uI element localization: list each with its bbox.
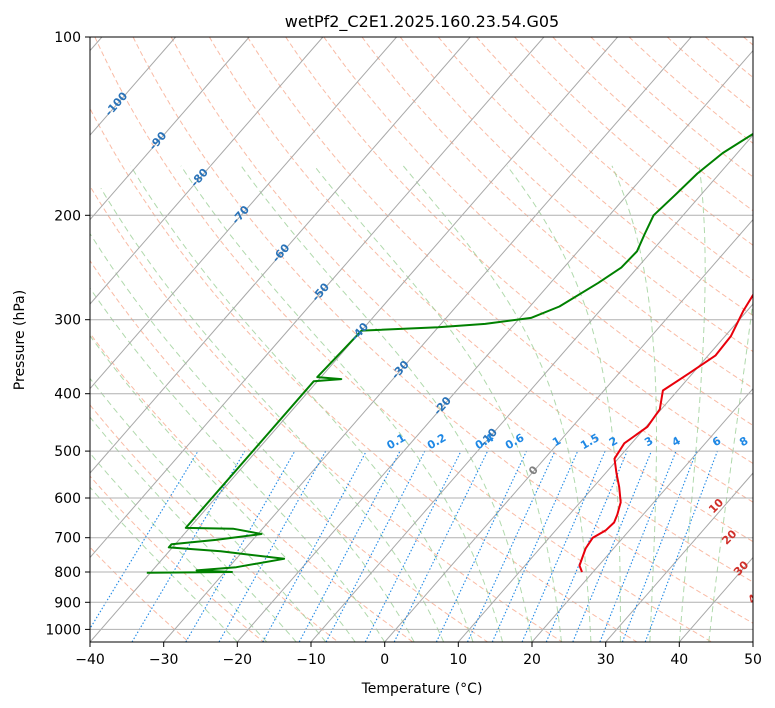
dewpoint-profile-line (146, 132, 753, 574)
dry-adiabat (361, 37, 753, 389)
x-tick-label: 10 (449, 652, 467, 668)
plot-frame (89, 36, 754, 643)
x-axis-title: Temperature (°C) (361, 681, 483, 697)
mixing-ratio-line (262, 450, 367, 642)
data-series (146, 132, 753, 574)
x-tick-label: −30 (149, 652, 179, 668)
mixing-ratio-line (621, 450, 698, 642)
x-axis: −40 −30 −20 −10 0 10 20 30 40 50 (75, 642, 762, 668)
y-tick-label: 900 (54, 595, 81, 611)
y-tick-label: 500 (54, 444, 81, 460)
moist-adiabat (180, 165, 503, 642)
isotherm-line (236, 49, 753, 642)
dry-adiabat (94, 37, 712, 642)
x-tick-label: 20 (523, 652, 541, 668)
isotherm-line (531, 387, 753, 642)
mixing-ratio-line (364, 450, 462, 642)
isotherm-line (90, 37, 545, 559)
isotherm-line (384, 218, 753, 642)
y-tick-label: 800 (54, 565, 81, 581)
moist-adiabat (506, 165, 621, 642)
temperature-profile-line (578, 293, 753, 573)
dry-adiabat (132, 37, 753, 624)
mixing-ratio-line (435, 450, 527, 642)
x-tick-label: −10 (296, 652, 326, 668)
chart-title: wetPf2_C2E1.2025.160.23.54.G05 (285, 12, 559, 32)
moist-adiabat (90, 377, 327, 642)
isotherm-line (90, 37, 324, 305)
x-tick-label: 40 (670, 652, 688, 668)
dry-adiabat (208, 37, 753, 543)
dry-adiabat (170, 37, 753, 583)
moist-adiabat (90, 452, 268, 642)
isotherm-line (163, 37, 692, 642)
dry-adiabat (90, 332, 414, 642)
mixing-ratio-line (298, 450, 401, 642)
x-tick-label: −20 (223, 652, 253, 668)
y-tick-label: 700 (54, 531, 81, 547)
moist-adiabat (90, 416, 297, 642)
dry-adiabat (437, 37, 753, 317)
mixing-ratio-line (545, 450, 628, 642)
moist-adiabat (90, 486, 238, 642)
mixing-ratio-line (185, 450, 296, 642)
isotherm-line (605, 472, 753, 642)
dry-adiabat (247, 37, 753, 503)
moist-adiabat (130, 165, 474, 642)
isotherm-line (90, 37, 471, 474)
y-axis-title: Pressure (hPa) (12, 290, 28, 390)
x-tick-label: 50 (744, 652, 762, 668)
isotherm-line (90, 37, 397, 390)
x-tick-label: −40 (75, 652, 105, 668)
dry-adiabat (90, 259, 488, 642)
y-tick-label: 100 (54, 30, 81, 46)
moist-adiabat (402, 165, 592, 642)
mixing-ratio-line (218, 450, 327, 642)
isotherm-line (310, 134, 753, 642)
moist-adiabat (678, 165, 706, 642)
mixing-ratio-line (393, 450, 489, 642)
mixing-ratio-line (90, 450, 199, 630)
moist-adiabat (90, 334, 356, 642)
dry-adiabat (90, 107, 638, 642)
isotherm-line (457, 303, 753, 642)
dry-adiabat (90, 404, 339, 642)
isotherm-line (90, 37, 250, 221)
dry-adiabat (90, 185, 563, 642)
moist-adiabat (90, 287, 386, 642)
y-tick-label: 1000 (45, 622, 81, 638)
moist-adiabat-label: 40 (745, 586, 765, 606)
moist-adiabat (313, 165, 562, 642)
y-axis: 100 200 300 400 500 600 700 800 900 1000 (45, 30, 90, 638)
moist-adiabat (708, 297, 753, 642)
y-tick-label: 400 (54, 387, 81, 403)
dry-adiabat (552, 37, 753, 212)
dry-adiabat (514, 37, 753, 246)
dry-adiabat (323, 37, 753, 427)
mixing-ratio-line (572, 450, 652, 642)
x-tick-label: 30 (597, 652, 615, 668)
y-tick-label: 300 (54, 313, 81, 329)
moist-adiabat (90, 232, 415, 642)
mixing-ratio-line (599, 450, 677, 642)
y-tick-label: 200 (54, 208, 81, 224)
mixing-ratio-line (644, 450, 718, 642)
mixing-ratio-line (325, 450, 426, 642)
y-tick-label: 600 (54, 491, 81, 507)
x-tick-label: 0 (380, 652, 389, 668)
